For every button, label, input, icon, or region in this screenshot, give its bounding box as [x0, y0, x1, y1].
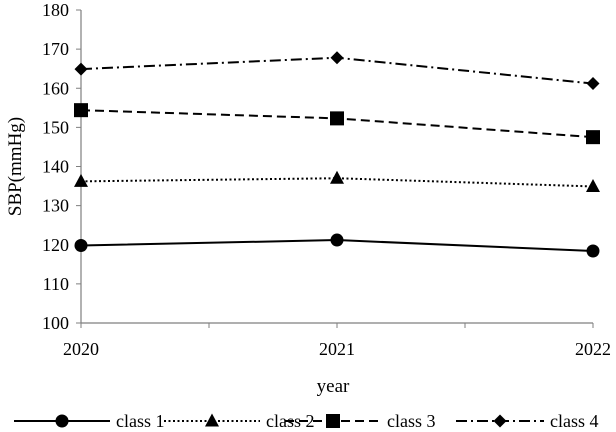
- data-point-marker: [326, 414, 340, 428]
- data-point-marker: [330, 170, 344, 184]
- series-class-4: [74, 51, 600, 91]
- x-axis-label: year: [317, 376, 350, 397]
- data-point-marker: [586, 244, 600, 258]
- data-point-marker: [55, 414, 69, 428]
- legend-item: class 3: [285, 411, 436, 431]
- y-tick-label: 100: [42, 313, 69, 333]
- data-point-marker: [330, 51, 344, 65]
- y-tick-label: 120: [42, 235, 69, 255]
- legend-item: class 4: [456, 411, 599, 431]
- y-axis-ticks: 100 110 120 130 140 150 160 170 180: [42, 0, 81, 333]
- data-point-marker: [74, 62, 88, 76]
- legend-label: class 4: [550, 411, 599, 431]
- legend-item: class 1: [14, 411, 165, 431]
- y-tick-label: 140: [42, 157, 69, 177]
- series-class-2: [74, 170, 600, 192]
- y-tick-label: 130: [42, 196, 69, 216]
- x-axis-ticks: 2020 2021 2022: [63, 323, 611, 359]
- data-point-marker: [586, 130, 600, 145]
- data-point-marker: [493, 414, 507, 428]
- data-point-marker: [586, 178, 600, 192]
- y-tick-label: 170: [42, 39, 69, 59]
- data-point-marker: [330, 233, 344, 247]
- x-tick-label: 2022: [575, 339, 611, 359]
- series-class-1: [74, 233, 600, 258]
- data-point-marker: [74, 103, 88, 118]
- legend-label: class 3: [387, 411, 436, 431]
- y-tick-label: 160: [42, 78, 69, 98]
- y-axis-label: SBP(mmHg): [5, 117, 26, 216]
- data-point-marker: [74, 173, 88, 187]
- legend: class 1 class 2 class 3 class 4: [14, 411, 599, 431]
- y-tick-label: 150: [42, 117, 69, 137]
- x-tick-label: 2020: [63, 339, 99, 359]
- data-point-marker: [205, 413, 219, 427]
- data-point-marker: [330, 111, 344, 126]
- data-point-marker: [74, 239, 88, 253]
- series-class-3: [74, 103, 600, 145]
- x-tick-label: 2021: [319, 339, 355, 359]
- y-tick-label: 180: [42, 0, 69, 20]
- y-tick-label: 110: [43, 274, 69, 294]
- data-point-marker: [586, 77, 600, 91]
- series-layer: [74, 51, 600, 258]
- legend-label: class 1: [116, 411, 165, 431]
